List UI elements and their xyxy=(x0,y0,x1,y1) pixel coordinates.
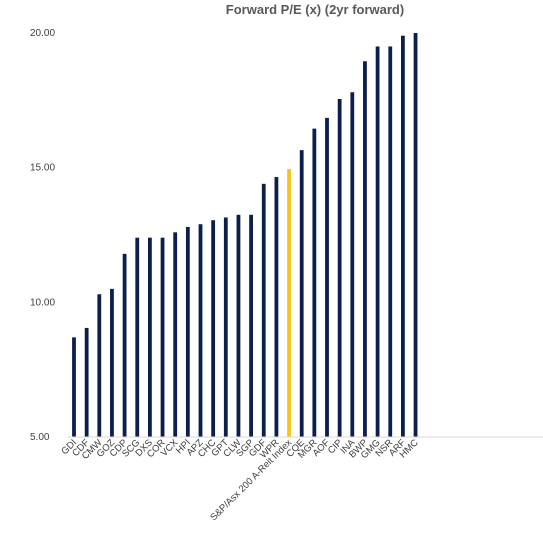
bar xyxy=(223,217,228,437)
chart-title: Forward P/E (x) (2yr forward) xyxy=(226,2,404,17)
y-tick-label: 10.00 xyxy=(30,297,55,308)
bar xyxy=(249,214,253,437)
x-axis-tick-labels: GDICDFCMWGOZCDPSCGDXSCORVCXHPIAPZCHCGPTC… xyxy=(59,437,420,523)
bar xyxy=(122,253,127,437)
bar xyxy=(413,33,418,437)
bar xyxy=(135,237,140,437)
bar xyxy=(312,128,317,438)
bar xyxy=(363,61,367,437)
bar xyxy=(84,327,89,437)
bar xyxy=(173,232,178,437)
bar xyxy=(388,46,393,437)
bar xyxy=(97,294,102,437)
bar xyxy=(72,337,76,437)
bar xyxy=(287,169,291,437)
bar xyxy=(148,237,152,437)
bar xyxy=(375,46,380,437)
y-tick-label: 5.00 xyxy=(30,432,50,443)
bar xyxy=(185,226,190,437)
bar xyxy=(325,117,329,437)
y-tick-label: 20.00 xyxy=(30,28,55,39)
bar xyxy=(160,237,165,437)
bar xyxy=(337,98,342,438)
bar xyxy=(198,224,203,437)
bar xyxy=(274,177,279,437)
bar xyxy=(236,214,241,437)
bar xyxy=(261,183,266,437)
bar xyxy=(110,288,114,437)
bar xyxy=(299,150,304,437)
bars xyxy=(72,33,418,438)
bar xyxy=(211,220,216,437)
y-tick-label: 15.00 xyxy=(30,163,55,174)
bar xyxy=(350,92,355,437)
y-axis-tick-labels: 5.00 10.00 15.00 20.00 xyxy=(30,28,55,443)
bar xyxy=(401,35,405,437)
